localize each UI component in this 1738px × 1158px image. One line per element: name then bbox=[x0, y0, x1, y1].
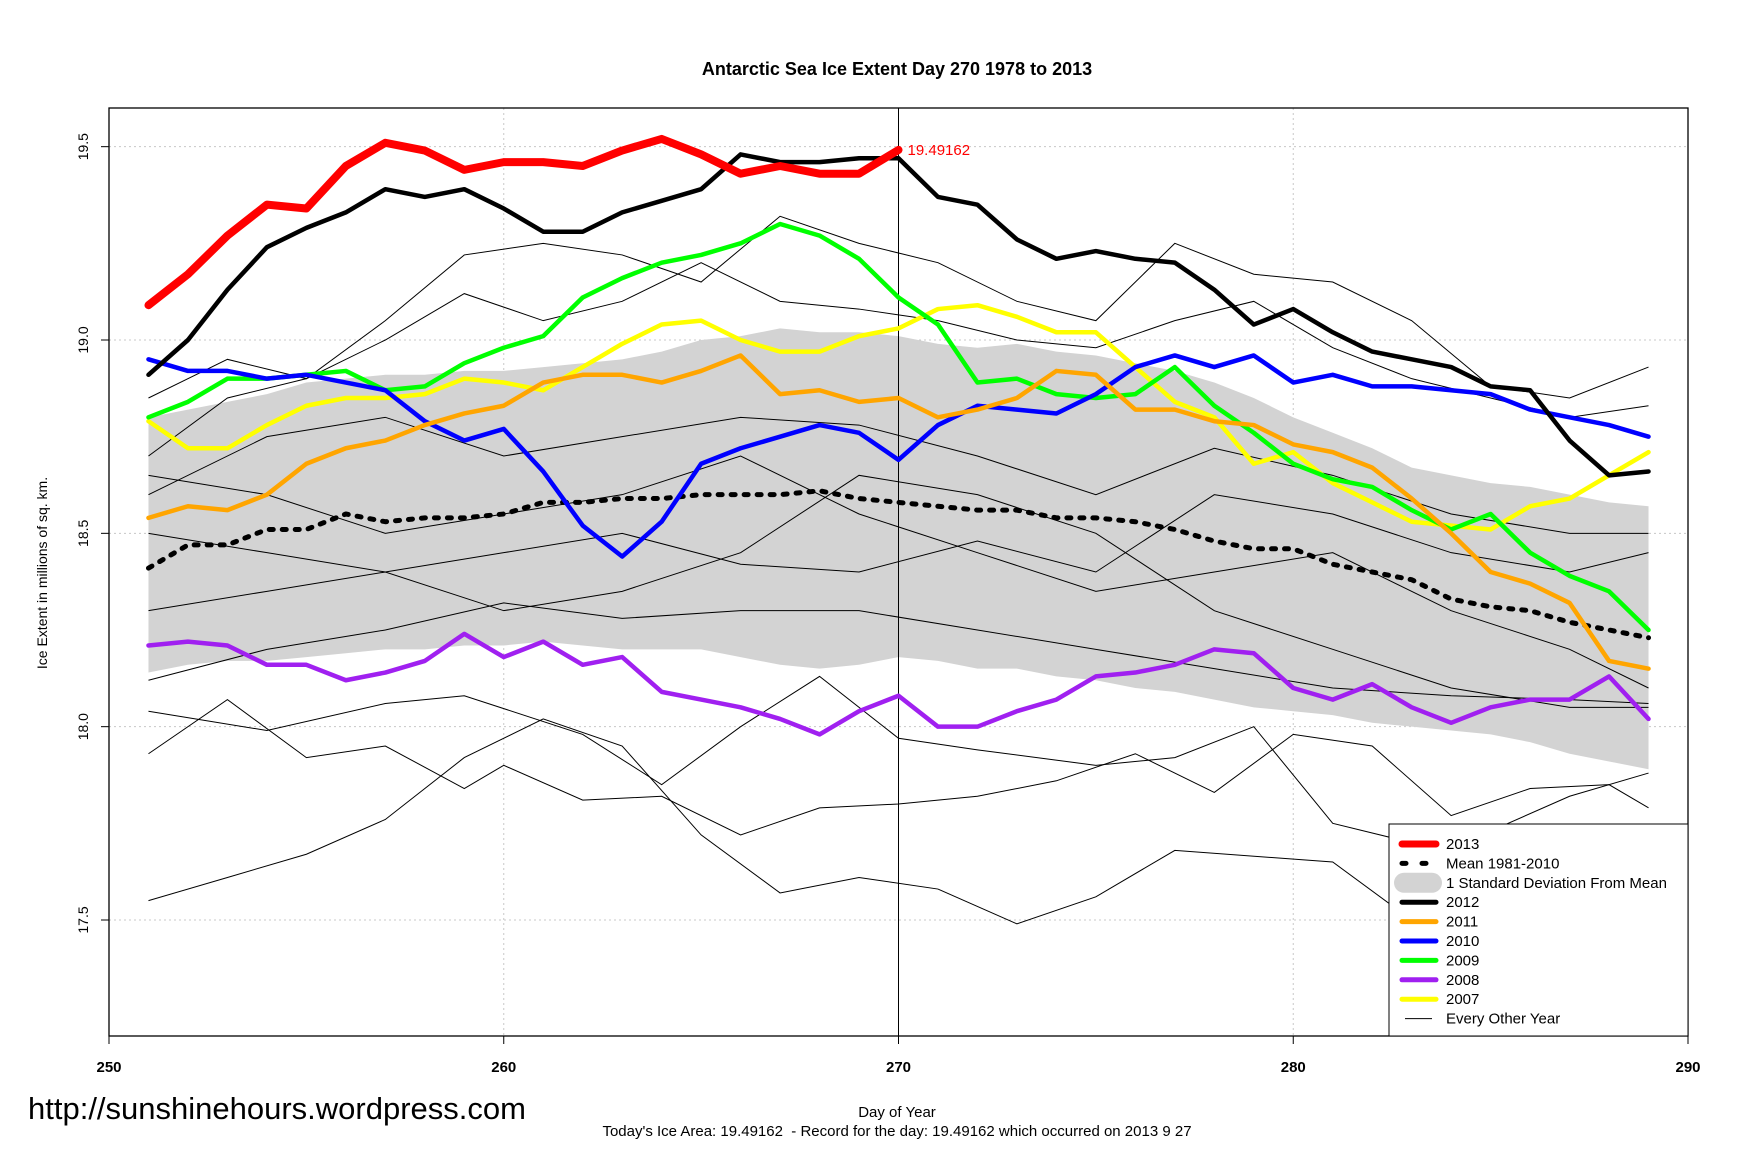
series-layer bbox=[144, 134, 1652, 737]
x-tick-label: 290 bbox=[1675, 1059, 1700, 1076]
legend-label: 2011 bbox=[1446, 914, 1478, 931]
x-tick-label: 250 bbox=[96, 1059, 121, 1076]
other-year-line bbox=[148, 602, 1649, 704]
series-line-2008 bbox=[146, 631, 1651, 737]
legend-label: Every Other Year bbox=[1446, 1011, 1560, 1028]
y-tick-label: 19.0 bbox=[75, 326, 91, 353]
watermark-url: http://sunshinehours.wordpress.com bbox=[28, 1091, 526, 1126]
series-line-2012 bbox=[146, 152, 1651, 478]
legend-label: 2013 bbox=[1446, 836, 1479, 853]
series-line-mean-1981-2010 bbox=[145, 488, 1652, 641]
legend: 2013 Mean 1981-2010 1 Standard Deviation F… bbox=[1388, 823, 1689, 1037]
chart-title: Antarctic Sea Ice Extent Day 270 1978 to… bbox=[702, 59, 1092, 79]
y-axis-label: Ice Extent in millions of sq. km. bbox=[34, 477, 50, 669]
legend-box bbox=[1388, 823, 1689, 1037]
legend-label: 2009 bbox=[1446, 952, 1479, 969]
legend-label: 2007 bbox=[1446, 991, 1479, 1008]
footer-subtitle: Today's Ice Area: 19.49162 - Record for … bbox=[602, 1123, 1191, 1140]
annotation-record-value: 19.49162 bbox=[908, 142, 971, 159]
other-year-line bbox=[148, 474, 1649, 708]
y-tick-label: 18.0 bbox=[75, 713, 91, 740]
legend-label: 1 Standard Deviation From Mean bbox=[1446, 875, 1667, 892]
series-line-2009 bbox=[146, 221, 1651, 633]
other-year-line bbox=[148, 455, 1649, 689]
x-tick-label: 270 bbox=[886, 1059, 911, 1076]
legend-swatch-band bbox=[1394, 872, 1442, 893]
series-line-2007 bbox=[146, 302, 1651, 532]
y-tick-label: 19.5 bbox=[75, 133, 91, 160]
legend-label: 2012 bbox=[1446, 894, 1479, 911]
legend-label: 2010 bbox=[1446, 933, 1479, 950]
other-year-line bbox=[148, 494, 1649, 573]
x-axis-label: Day of Year bbox=[858, 1104, 936, 1121]
x-tick-label: 260 bbox=[491, 1059, 516, 1076]
legend-label: Mean 1981-2010 bbox=[1446, 855, 1559, 872]
legend-label: 2008 bbox=[1446, 972, 1479, 989]
x-tick-label: 280 bbox=[1281, 1059, 1306, 1076]
series-line-2013 bbox=[144, 134, 903, 310]
series-line-2010 bbox=[146, 353, 1651, 559]
axis-ticks: 17.5 18.0 18.5 19.0 19.5 250 260 270 280 290 bbox=[75, 133, 1701, 1076]
series-line-2011 bbox=[146, 353, 1651, 671]
y-tick-label: 17.5 bbox=[75, 906, 91, 933]
y-tick-label: 18.5 bbox=[75, 519, 91, 546]
